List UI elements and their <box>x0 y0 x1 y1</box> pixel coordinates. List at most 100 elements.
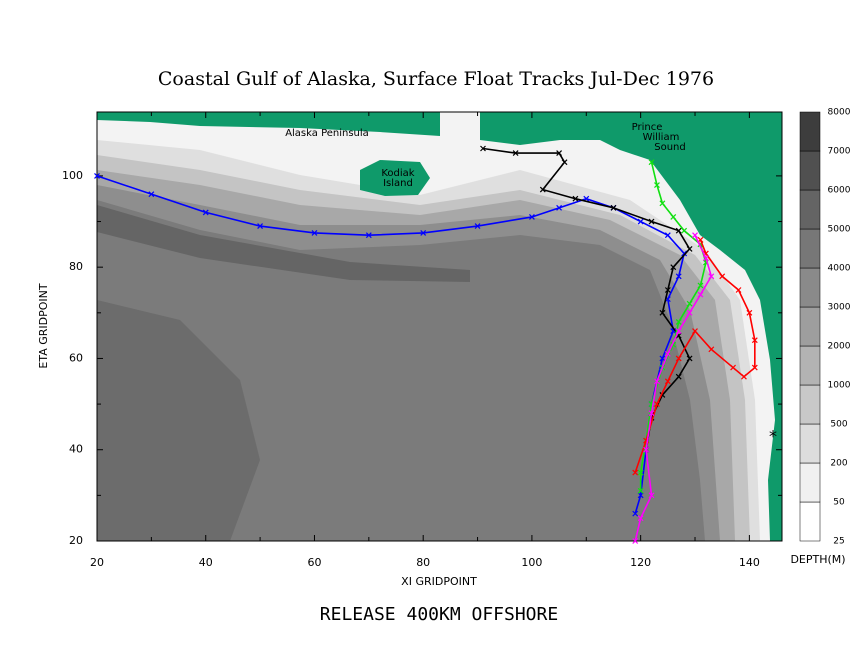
float-position <box>697 282 704 289</box>
float-position <box>664 232 671 239</box>
float-position <box>670 214 677 220</box>
colorbar-label: 3000 <box>828 303 851 313</box>
colorbar-label: 6000 <box>828 186 851 196</box>
plot-frame <box>96 111 783 542</box>
annotation: Island <box>383 178 413 189</box>
float-position <box>675 373 682 380</box>
deep-basin <box>97 300 260 541</box>
float-position <box>637 492 644 499</box>
x-tick-label: 140 <box>739 556 760 569</box>
float-position <box>746 309 753 316</box>
float-position <box>654 378 660 385</box>
float-position <box>512 150 519 156</box>
depth-band <box>97 112 782 541</box>
x-tick-label: 20 <box>90 556 104 569</box>
land <box>97 112 440 136</box>
y-axis-label: ETA GRIDPOINT <box>37 283 50 368</box>
depth-field <box>97 112 782 541</box>
colorbar-swatch <box>799 267 821 308</box>
y-tick-label: 60 <box>69 351 83 364</box>
float-position <box>692 328 698 334</box>
colorbar-swatch <box>799 150 821 191</box>
float-position <box>648 159 655 166</box>
float-position <box>637 218 644 225</box>
float-position <box>659 355 666 362</box>
colorbar-swatch <box>799 306 821 347</box>
float-position <box>664 287 671 293</box>
float-position <box>708 273 715 280</box>
float-position <box>365 232 372 239</box>
float-position <box>675 328 682 334</box>
float-position <box>686 309 693 316</box>
float-position <box>648 218 655 225</box>
float-position <box>610 204 617 211</box>
float-position <box>648 410 655 417</box>
float-position <box>572 195 579 202</box>
colorbar-label: DEPTH(M) <box>790 553 845 566</box>
land <box>480 112 782 541</box>
colorbar-swatch <box>799 423 821 464</box>
x-tick-label: 100 <box>521 556 542 569</box>
float-position <box>202 209 209 216</box>
float-position <box>659 309 666 316</box>
annotation: Kodiak <box>381 168 414 179</box>
float-position <box>697 291 704 298</box>
float-position <box>311 230 318 236</box>
float-position <box>751 364 758 371</box>
colorbar-label: 5000 <box>828 225 851 235</box>
float-position <box>561 159 568 166</box>
annotation: Sound <box>654 142 686 153</box>
colorbar-label: 25 <box>833 537 844 547</box>
float-position <box>708 346 715 353</box>
float-position <box>556 204 563 211</box>
float-position <box>681 227 688 234</box>
float-position <box>686 355 693 362</box>
float-position <box>686 300 693 307</box>
colorbar-swatch <box>799 228 821 269</box>
colorbar-label: 2000 <box>828 342 851 352</box>
float-position <box>670 264 677 271</box>
annotation: * <box>769 427 777 446</box>
x-axis-label: XI GRIDPOINT <box>401 575 477 588</box>
annotation: William <box>643 132 680 143</box>
float-position <box>420 230 427 236</box>
chart-title: Coastal Gulf of Alaska, Surface Float Tr… <box>158 68 714 90</box>
colorbar-label: 4000 <box>828 264 851 274</box>
float-position <box>94 172 100 179</box>
float-position <box>702 255 709 261</box>
float-position <box>675 355 682 362</box>
annotation: Prince <box>632 122 663 133</box>
float-position <box>257 223 264 230</box>
float-track <box>634 239 756 473</box>
float-position <box>480 145 486 152</box>
float-position <box>539 186 546 193</box>
y-tick-label: 80 <box>69 260 83 273</box>
float-position <box>675 227 682 234</box>
float-position <box>681 250 688 257</box>
float-position <box>654 182 660 188</box>
float-position <box>686 245 693 252</box>
annotation: Alaska Peninsula <box>285 128 369 139</box>
float-position <box>632 538 639 544</box>
y-tick-label: 40 <box>69 443 83 456</box>
colorbar-swatch <box>799 462 821 503</box>
float-position <box>664 378 671 385</box>
float-position <box>751 337 758 344</box>
colorbar-label: 7000 <box>828 147 851 157</box>
colorbar-swatch <box>799 111 821 152</box>
float-position <box>474 223 481 230</box>
colorbar-label: 200 <box>830 459 847 469</box>
trench <box>97 205 470 282</box>
float-position <box>741 373 747 380</box>
colorbar-label: 500 <box>830 420 847 430</box>
colorbar-label: 50 <box>833 498 845 508</box>
x-tick-label: 80 <box>416 556 430 569</box>
y-tick-label: 20 <box>69 534 83 547</box>
colorbar-swatch <box>799 189 821 230</box>
colorbar-swatch <box>799 384 821 425</box>
y-tick-label: 100 <box>62 169 83 182</box>
float-position <box>730 364 736 371</box>
float-position <box>632 510 639 517</box>
